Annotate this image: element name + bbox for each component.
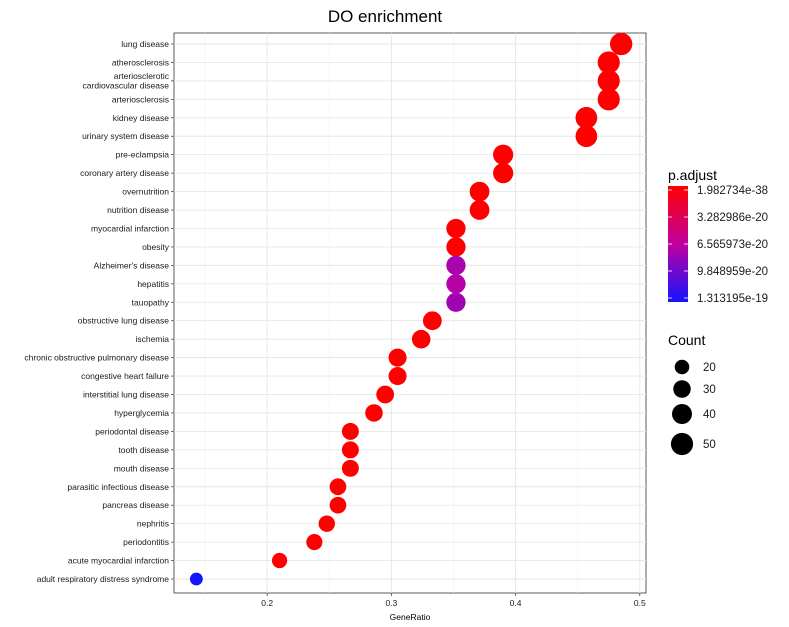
data-point bbox=[446, 255, 466, 276]
y-tick-label: kidney disease bbox=[113, 113, 170, 123]
data-point bbox=[365, 404, 383, 422]
size-legend-label: 30 bbox=[703, 384, 716, 396]
data-point bbox=[341, 441, 359, 459]
data-point bbox=[189, 572, 203, 586]
y-tick-label: acute myocardial infarction bbox=[68, 556, 169, 566]
size-legend-title: Count bbox=[668, 332, 705, 348]
data-point bbox=[609, 32, 633, 56]
grid-lines bbox=[174, 33, 646, 593]
data-point bbox=[376, 385, 395, 404]
y-tick-label: coronary artery disease bbox=[80, 168, 169, 178]
y-tick-label: hyperglycemia bbox=[114, 408, 169, 418]
data-point bbox=[469, 200, 490, 220]
data-point bbox=[341, 459, 359, 477]
chart-title: DO enrichment bbox=[328, 7, 443, 26]
y-tick-label: interstitial lung disease bbox=[83, 390, 169, 400]
size-legend-label: 50 bbox=[703, 439, 716, 451]
y-tick-label: congestive heart failure bbox=[81, 371, 169, 381]
y-tick-label: chronic obstructive pulmonary disease bbox=[24, 353, 169, 363]
y-axis-labels: lung disease atherosclerosis arteriosclero… bbox=[24, 39, 174, 584]
data-points bbox=[189, 32, 633, 586]
y-tick-label: tauopathy bbox=[132, 297, 170, 307]
y-tick-label: adult respiratory distress syndrome bbox=[37, 574, 170, 584]
data-point bbox=[446, 292, 466, 312]
color-legend-label: 1.982734e-38 bbox=[697, 185, 768, 197]
data-point bbox=[575, 106, 598, 129]
color-legend-label: 1.313195e-19 bbox=[697, 293, 768, 305]
data-point bbox=[411, 329, 431, 349]
data-point bbox=[329, 478, 347, 496]
y-tick-label: nephritis bbox=[137, 519, 169, 529]
data-point bbox=[446, 218, 466, 239]
y-tick-label: atherosclerosis bbox=[112, 57, 169, 67]
y-tick-label: hepatitis bbox=[137, 279, 169, 289]
data-point bbox=[388, 348, 407, 367]
data-point bbox=[446, 274, 466, 294]
y-tick-label: arteriosclerotic cardiovascular disease bbox=[83, 71, 170, 91]
data-point bbox=[469, 181, 490, 202]
x-axis-label: GeneRatio bbox=[390, 612, 431, 622]
y-tick-label: parasitic infectious disease bbox=[67, 482, 169, 492]
data-point bbox=[493, 163, 514, 184]
data-point bbox=[306, 534, 323, 551]
color-legend-label: 3.282986e-20 bbox=[697, 212, 768, 224]
size-legend-label: 40 bbox=[703, 409, 716, 421]
y-tick-label: periodontitis bbox=[123, 537, 169, 547]
size-legend-key bbox=[672, 404, 692, 424]
y-tick-label: obesity bbox=[142, 242, 170, 252]
color-legend: p.adjust 1.982734e-38 3.282986e-20 6.56597… bbox=[668, 167, 768, 305]
y-tick-label: pre-eclampsia bbox=[116, 150, 170, 160]
y-tick-label: overnutrition bbox=[122, 187, 169, 197]
data-point bbox=[575, 125, 598, 148]
y-tick-label: ischemia bbox=[135, 334, 169, 344]
color-legend-title: p.adjust bbox=[668, 167, 717, 183]
data-point bbox=[318, 515, 335, 532]
y-tick-label: mouth disease bbox=[114, 463, 170, 473]
color-legend-label: 9.848959e-20 bbox=[697, 266, 768, 278]
data-point bbox=[446, 237, 466, 257]
plot-panel bbox=[173, 32, 647, 594]
data-point bbox=[597, 88, 620, 111]
y-tick-label: pancreas disease bbox=[102, 500, 169, 510]
x-tick-label: 0.5 bbox=[634, 598, 646, 608]
data-point bbox=[597, 69, 620, 92]
data-point bbox=[597, 51, 620, 74]
color-legend-bar bbox=[668, 186, 688, 302]
x-tick-label: 0.4 bbox=[510, 598, 522, 608]
data-point bbox=[329, 496, 347, 514]
y-tick-label: tooth disease bbox=[118, 445, 169, 455]
y-tick-label: periodontal disease bbox=[95, 426, 169, 436]
data-point bbox=[341, 422, 359, 440]
data-point bbox=[388, 367, 407, 386]
data-point bbox=[271, 552, 288, 569]
size-legend-key bbox=[670, 432, 694, 456]
x-tick-label: 0.2 bbox=[261, 598, 273, 608]
data-point bbox=[493, 144, 514, 165]
color-legend-label: 6.565973e-20 bbox=[697, 239, 768, 251]
y-tick-label: Alzheimer's disease bbox=[94, 260, 170, 270]
y-tick-label: arteriosclerosis bbox=[112, 94, 169, 104]
y-tick-label: urinary system disease bbox=[82, 131, 169, 141]
size-legend-key bbox=[674, 359, 690, 375]
size-legend-label: 20 bbox=[703, 362, 716, 374]
y-tick-label: nutrition disease bbox=[107, 205, 169, 215]
y-tick-label: lung disease bbox=[121, 39, 169, 49]
x-axis: 0.2 0.3 0.4 0.5 bbox=[261, 593, 646, 608]
y-tick-label: myocardial infarction bbox=[91, 223, 169, 233]
data-point bbox=[422, 311, 442, 331]
size-legend: Count 20 30 40 50 bbox=[668, 332, 716, 456]
x-tick-label: 0.3 bbox=[385, 598, 397, 608]
size-legend-key bbox=[673, 380, 691, 398]
y-tick-label: obstructive lung disease bbox=[78, 316, 169, 326]
